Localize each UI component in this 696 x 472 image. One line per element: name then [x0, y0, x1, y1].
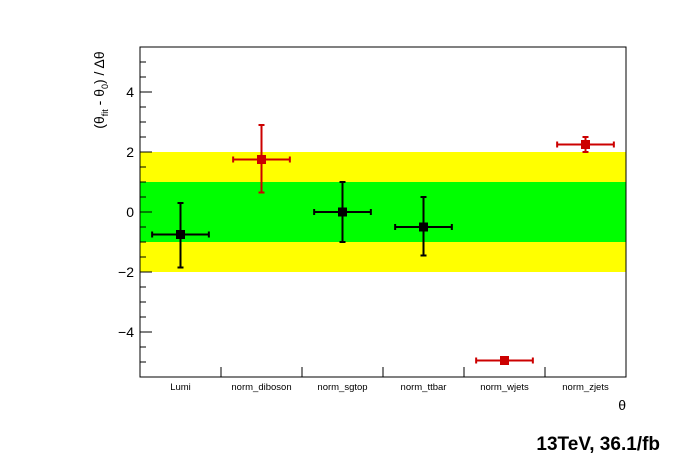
y-tick-label: 4: [126, 84, 134, 100]
y-title-close: ) / Δθ: [91, 51, 107, 84]
pull-point: [151, 202, 210, 269]
x-axis-title: θ: [618, 397, 626, 413]
y-tick-label: −2: [118, 264, 134, 280]
x-tick-label: norm_wjets: [480, 382, 529, 393]
point-marker: [500, 356, 509, 365]
x-tick-label: norm_diboson: [231, 382, 291, 393]
y-axis-title: (θfit - θ0) / Δθ: [91, 51, 110, 129]
y-axis: −4 −2 0 2 4: [118, 61, 152, 363]
point-marker: [581, 140, 590, 149]
energy-lumi-caption: 13TeV, 36.1/fb: [536, 434, 660, 455]
x-tick-label: Lumi: [170, 382, 191, 393]
pull-point: [394, 196, 453, 257]
y-tick-label: 0: [126, 204, 134, 220]
sigma-bands: [140, 152, 626, 272]
x-tick-label: norm_sgtop: [317, 382, 367, 393]
point-marker: [257, 155, 266, 164]
y-title-open: (θ: [91, 116, 107, 129]
pull-point: [232, 124, 291, 194]
y-title-sub-zero: 0: [100, 84, 110, 89]
point-marker: [176, 230, 185, 239]
y-tick-label: −4: [118, 324, 134, 340]
pull-point: [556, 136, 615, 153]
point-marker: [419, 222, 428, 232]
point-marker: [338, 207, 347, 217]
x-axis: Lumi norm_diboson norm_sgtop norm_ttbar norm…: [139, 367, 627, 393]
y-title-sub-fit: fit: [100, 109, 110, 117]
y-title-mid: - θ: [91, 89, 107, 109]
pull-point: [475, 356, 534, 365]
x-tick-label: norm_ttbar: [401, 382, 447, 393]
data-points: [151, 124, 615, 365]
y-tick-label: 2: [126, 144, 134, 160]
one-sigma-band: [140, 182, 626, 242]
x-tick-label: norm_zjets: [562, 382, 609, 393]
pull-point: [313, 181, 372, 243]
